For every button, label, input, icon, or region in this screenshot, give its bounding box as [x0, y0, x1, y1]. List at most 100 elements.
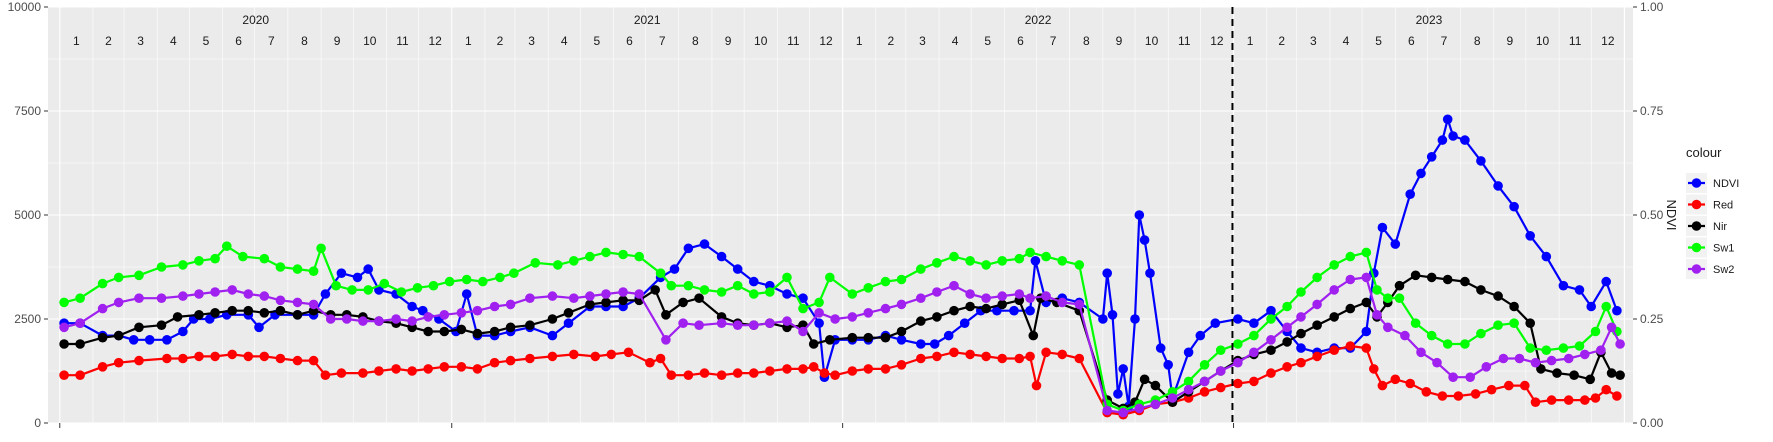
data-point-nir [863, 332, 874, 343]
data-point-sw1 [97, 278, 108, 289]
month-label: 8 [301, 34, 308, 48]
month-label: 9 [334, 34, 341, 48]
data-point-sw1 [997, 255, 1007, 266]
data-point-sw2 [1134, 403, 1145, 414]
data-point-red [134, 355, 144, 366]
y2-tick-label: 0.75 [1640, 104, 1664, 118]
data-point-red [1390, 374, 1401, 385]
month-label: 9 [1116, 34, 1123, 48]
data-point-sw2 [178, 291, 188, 301]
data-point-sw1 [1574, 341, 1585, 351]
data-point-ndvi [1009, 305, 1019, 316]
data-point-sw1 [1266, 314, 1276, 324]
data-point-ndvi [683, 243, 694, 254]
legend-key-point [1691, 242, 1702, 253]
month-label: 7 [268, 34, 275, 48]
data-point-sw2 [634, 289, 644, 299]
data-point-ndvi [1139, 235, 1150, 245]
data-point-ndvi [363, 264, 374, 274]
data-point-sw1 [156, 262, 167, 272]
data-point-red [1453, 391, 1464, 401]
data-point-sw2 [1199, 376, 1210, 387]
year-label: 2022 [1025, 13, 1052, 27]
data-point-red [456, 362, 467, 372]
data-point-nir [423, 326, 434, 337]
data-point-sw2 [1580, 349, 1590, 360]
data-point-sw1 [553, 260, 563, 270]
data-point-sw1 [1183, 376, 1194, 387]
data-point-red [1421, 387, 1432, 397]
data-point-red [932, 351, 942, 362]
data-point-red [655, 353, 666, 364]
month-label: 3 [528, 34, 535, 48]
data-point-sw2 [113, 297, 124, 308]
month-label: 12 [1601, 34, 1615, 48]
data-point-sw2 [1312, 299, 1322, 310]
data-point-red [606, 349, 617, 360]
data-point-sw1 [210, 253, 220, 264]
data-point-nir [563, 308, 574, 318]
data-point-red [1074, 353, 1085, 364]
data-point-ndvi [407, 301, 417, 312]
grid-major [48, 6, 1633, 424]
data-point-nir [1552, 368, 1562, 378]
data-point-sw2 [1249, 347, 1259, 358]
data-point-sw1 [495, 272, 505, 283]
data-point-nir [1394, 280, 1405, 291]
data-point-sw1 [1345, 251, 1356, 262]
data-point-red [1282, 362, 1292, 372]
data-point-sw2 [661, 335, 671, 345]
data-point-sw2 [134, 293, 144, 304]
month-label: 9 [1506, 34, 1513, 48]
data-point-red [374, 366, 384, 376]
data-point-red [275, 353, 286, 364]
month-label: 2 [105, 34, 112, 48]
data-point-sw2 [1400, 330, 1410, 341]
data-point-ndvi [916, 339, 926, 349]
data-point-ndvi [896, 335, 907, 345]
month-label: 7 [659, 34, 666, 48]
data-point-ndvi [1195, 330, 1206, 341]
month-label: 4 [952, 34, 959, 48]
data-point-ndvi [178, 326, 188, 337]
data-point-sw2 [1432, 357, 1442, 368]
legend-item-ndvi: NDVI [1686, 173, 1739, 193]
data-point-ndvi [1509, 201, 1519, 212]
data-point-red [1266, 368, 1276, 378]
data-point-sw1 [880, 276, 891, 287]
data-point-sw2 [814, 308, 824, 318]
month-label: 9 [725, 34, 732, 48]
data-point-sw2 [1530, 357, 1541, 368]
data-point-red [1233, 378, 1243, 389]
y-tick-label: 10000 [8, 0, 42, 14]
month-label: 11 [1178, 34, 1191, 48]
month-label: 7 [1441, 34, 1448, 48]
data-point-red [259, 351, 270, 362]
data-point-sw1 [308, 266, 319, 277]
data-point-ndvi [1134, 210, 1145, 220]
data-point-sw2 [585, 291, 595, 301]
data-point-red [336, 368, 347, 378]
data-point-nir [1266, 345, 1276, 356]
data-point-sw2 [1167, 393, 1178, 403]
y2-tick-label: 0.50 [1640, 208, 1664, 222]
data-point-sw2 [618, 287, 628, 297]
legend-item-sw1: Sw1 [1686, 237, 1734, 258]
data-point-sw1 [896, 274, 907, 285]
data-point-ndvi [1426, 152, 1437, 162]
data-point-sw2 [1498, 353, 1509, 364]
legend-item-sw2: Sw2 [1686, 259, 1734, 279]
data-point-red [308, 355, 319, 366]
data-point-sw2 [1215, 366, 1226, 376]
month-label: 10 [363, 34, 377, 48]
data-point-sw1 [981, 260, 991, 270]
data-point-red [1405, 378, 1415, 389]
y2-tick-label: 1.00 [1640, 0, 1664, 14]
data-point-sw2 [489, 301, 500, 312]
data-point-ndvi [1296, 343, 1306, 353]
data-point-red [1345, 341, 1356, 351]
data-point-sw1 [1509, 318, 1519, 329]
legend-label: Nir [1713, 221, 1727, 233]
month-label: 11 [787, 34, 800, 48]
data-point-red [847, 366, 858, 376]
